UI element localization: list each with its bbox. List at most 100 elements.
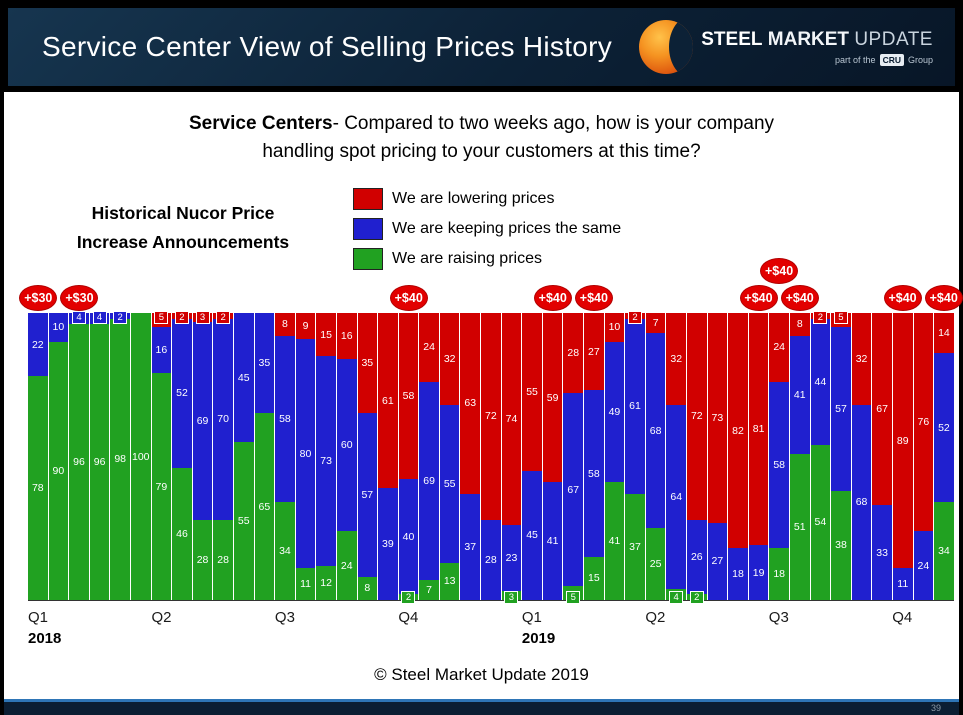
segment-value: 22 [31,338,44,351]
segment-value-mini: 5 [566,591,581,604]
footer-bar: 39 [4,702,959,715]
segment-value: 26 [690,550,703,563]
stacked-bar: 22 78 [28,313,48,600]
segment-raising: 34 [934,502,954,600]
segment-value: 55 [526,385,538,398]
smu-logo-wordmark: STEEL MARKET UPDATE [701,29,933,51]
segment-value: 12 [320,576,332,589]
segment-value: 10 [52,321,65,334]
segment-lowering: 58 [398,313,419,480]
segment-keeping: 19 [748,545,769,600]
segment-keeping: 52 [172,318,192,468]
segment-keeping: 69 [192,321,213,520]
stacked-bar: 32 68 [851,313,872,600]
stacked-bar: 4 96 [69,311,89,600]
stacked-bar: 35 57 8 [357,313,378,600]
segment-value: 100 [132,450,150,463]
stacked-bar: 89 11 [892,313,913,600]
segment-value: 55 [443,477,456,490]
quarter-label: Q1 2019 [522,609,555,647]
segment-keeping: 52 [934,353,954,503]
segment-value: 52 [938,421,950,434]
segment-value: 28 [567,347,580,360]
segment-keeping: 58 [275,335,295,503]
quarter-label: Q3 [275,609,295,626]
segment-keeping: 60 [336,358,357,532]
segment-keeping: 45 [522,470,542,600]
x-axis: Q1 2018 Q2 Q3 Q4 Q1 2019 Q2 Q3 Q4 [28,600,954,656]
segment-value: 40 [402,530,415,543]
segment-lowering: 9 [295,313,316,339]
segment-raising: 34 [275,502,295,600]
segment-keeping: 10 [48,313,69,342]
segment-lowering: 61 [378,313,398,489]
stacked-bar: 2 98 [110,311,130,600]
stacked-bar: 9 80 11 [295,313,316,600]
price-increase-badge: +$40 [389,285,428,311]
segment-raising: 98 [110,318,130,600]
smu-logo-tagline: part of the CRU Group [835,53,933,66]
segment-value-mini: 2 [628,311,643,324]
segment-keeping: 58 [584,390,604,557]
segment-keeping: 55 [439,404,460,563]
segment-lowering: 32 [851,313,872,405]
stacked-bar: 16 60 24 [336,313,357,600]
smu-logo: STEEL MARKET UPDATE part of the CRU Grou… [639,20,933,74]
segment-keeping: 28 [481,519,501,600]
segment-value-mini: 2 [113,311,128,324]
copyright: © Steel Market Update 2019 [374,665,589,684]
stacked-bar: 76 24 [913,313,934,600]
year-label: 2018 [28,630,62,647]
stacked-bar-chart: +$30 +$30 +$40 +$40 +$40 +$40 +$40 +$40 +$40 +$40… [19,258,963,647]
segment-raising: 51 [789,453,810,600]
segment-value: 74 [505,413,518,426]
segment-lowering: 73 [707,313,728,523]
stacked-bar: 24 58 18 [769,313,789,600]
segment-value: 72 [690,410,703,423]
stacked-bar: 28 67 5 [563,313,584,604]
segment-keeping: 80 [295,338,316,569]
legend-label-lowering: We are lowering prices [392,190,555,207]
quarter-text: Q1 [28,609,49,626]
segment-keeping: 11 [892,568,913,600]
stacked-bar: 35 65 [254,313,275,600]
nucor-note-line1: Historical Nucor Price [91,203,275,223]
survey-question-line2: handling spot pricing to your customers … [262,141,701,162]
segment-value: 16 [340,329,353,342]
segment-keeping: 69 [419,381,439,580]
segment-value: 58 [402,390,415,403]
segment-value-mini: 2 [174,311,189,324]
segment-value: 76 [917,416,930,429]
stacked-bar: 2 52 46 [172,311,192,600]
segment-value: 44 [814,375,827,388]
stacked-bar: 4 96 [89,311,110,600]
segment-value: 37 [464,540,477,553]
stacked-bar: 27 58 15 [584,313,604,600]
segment-value: 37 [629,540,641,553]
segment-value: 39 [382,538,394,551]
tagline-pre: part of the [835,54,876,65]
nucor-announcements-note: Historical Nucor Price Increase Announce… [54,199,312,257]
segment-lowering: 67 [872,313,892,506]
segment-keeping: 58 [769,381,789,549]
segment-lowering: 55 [522,313,542,471]
segment-raising: 13 [439,562,460,600]
segment-keeping: 64 [666,404,686,589]
segment-raising: 78 [28,376,48,600]
segment-lowering: 59 [542,313,563,483]
segment-keeping: 73 [316,356,336,566]
segment-value: 51 [793,520,806,533]
segment-lowering: 35 [357,313,378,414]
segment-raising: 24 [336,531,357,600]
tagline-group: Group [907,54,933,65]
stacked-bar: 8 58 34 [275,313,295,600]
segment-value: 28 [485,553,497,566]
segment-raising: 96 [69,324,89,600]
segment-value: 24 [773,341,786,354]
page-number: 39 [930,703,941,713]
stacked-bar: 72 26 2 [687,313,707,604]
segment-value-mini: 2 [813,311,828,324]
segment-value: 27 [711,555,724,568]
segment-value: 24 [917,559,930,572]
segment-value-mini: 4 [92,311,107,324]
